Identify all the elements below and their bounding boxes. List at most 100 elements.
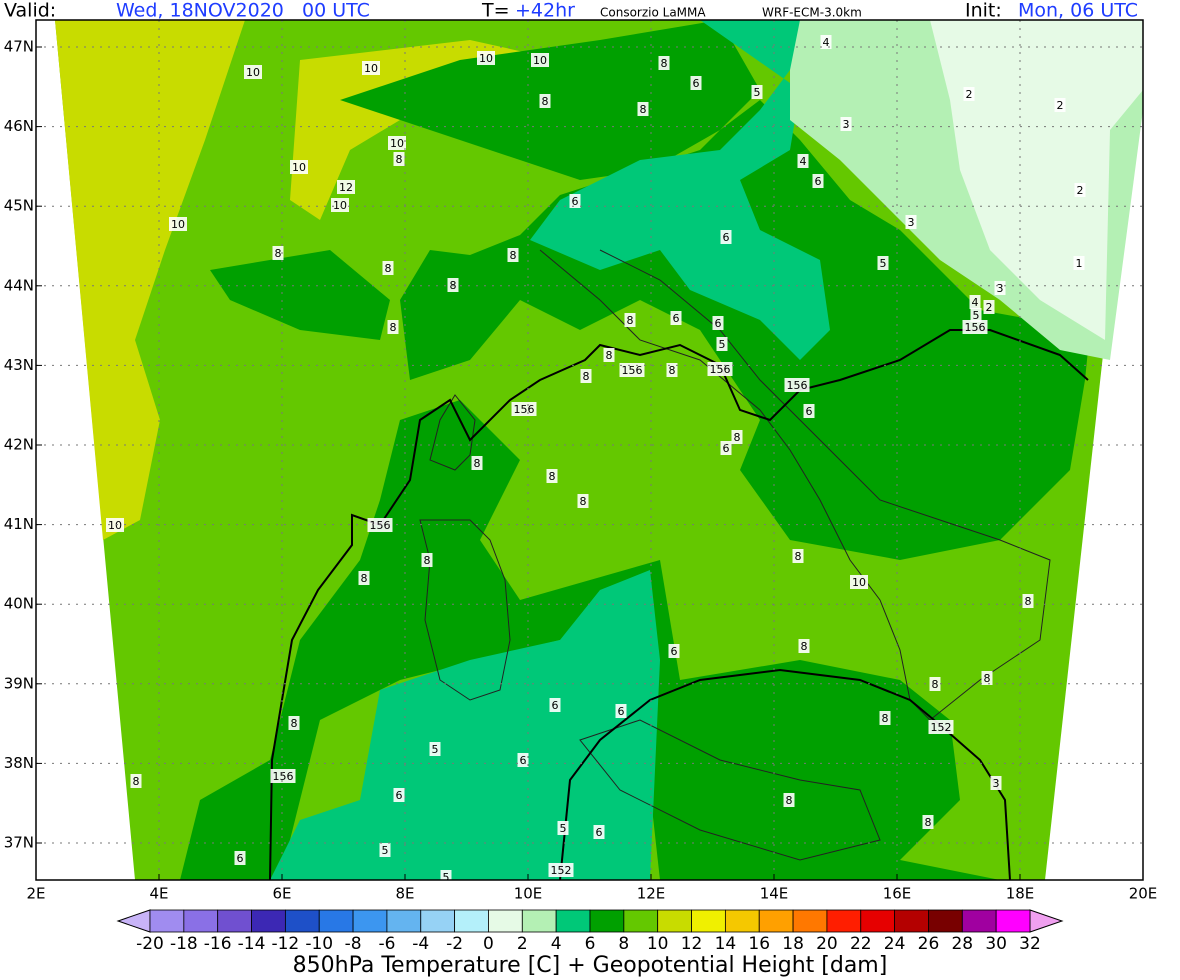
- lat-label: 47N: [4, 38, 34, 56]
- contour-label: 6: [671, 645, 678, 658]
- contour-label-box: [393, 152, 405, 166]
- contour-label: 6: [520, 754, 527, 767]
- lon-label: 16E: [883, 885, 912, 903]
- contour-label-box: [580, 369, 592, 383]
- colorbar-box: [352, 909, 388, 933]
- contour-label-box: [1022, 594, 1034, 608]
- colorbar-box: [724, 909, 760, 933]
- contour-label: 8: [984, 672, 991, 685]
- contour-label: 5: [560, 822, 567, 835]
- contour-label: 3: [908, 216, 915, 229]
- contour-label-box: [270, 769, 296, 783]
- contour-label: 5: [880, 257, 887, 270]
- contour-label: 1: [1076, 257, 1083, 270]
- contour-label-box: [1054, 98, 1066, 112]
- colorbar-tick-label: -16: [204, 934, 232, 954]
- colorbar-tick-label: 14: [715, 934, 737, 954]
- contour-label: 156: [710, 363, 731, 376]
- contour-label: 6: [673, 312, 680, 325]
- colorbar-title: 850hPa Temperature [C] + Geopotential He…: [293, 953, 888, 978]
- contour-label-box: [990, 776, 1002, 790]
- contour-label: 8: [795, 550, 802, 563]
- contour-label-box: [784, 378, 810, 392]
- lon-label: 18E: [1006, 885, 1035, 903]
- contour-label: 8: [801, 640, 808, 653]
- colorbar-tick-label: 10: [647, 934, 669, 954]
- contour-label-box: [983, 300, 995, 314]
- contour-label-box: [707, 362, 733, 376]
- contour-label: 152: [551, 864, 572, 877]
- colorbar-tick-label: 0: [483, 934, 494, 954]
- axes: 47N 46N 45N 44N 43N 42N 41N 40N 39N 38N 37N 2E 4E 6E 8…: [4, 38, 1158, 903]
- colorbar-box: [589, 909, 625, 933]
- contour-label-box: [539, 94, 551, 108]
- lat-label: 42N: [4, 436, 34, 454]
- init-value: Mon, 06 UTC: [1018, 0, 1138, 22]
- contour-label-box: [619, 363, 645, 377]
- contour-label: 156: [273, 770, 294, 783]
- contour-label-box: [549, 698, 561, 712]
- contour-label-box: [994, 281, 1006, 295]
- contour-label-box: [331, 198, 349, 212]
- contour-label: 2: [966, 88, 973, 101]
- contour-label-box: [393, 788, 405, 802]
- contour-label-box: [288, 716, 300, 730]
- colorbar-tick-label: -2: [446, 934, 463, 954]
- contour-label: 6: [237, 852, 244, 865]
- contour-label-box: [429, 742, 441, 756]
- valid-value: Wed, 18NOV2020 00 UTC: [116, 0, 370, 22]
- contour-label-box: [382, 261, 394, 275]
- contour-label: 6: [572, 195, 579, 208]
- contour-label-box: [981, 671, 993, 685]
- colorbar-box: [826, 909, 862, 933]
- colorbar-box: [251, 909, 286, 933]
- contour-label: 4: [823, 36, 830, 49]
- colorbar-under: [116, 909, 151, 933]
- contour-label: 6: [806, 405, 813, 418]
- contour-label-box: [471, 456, 483, 470]
- colorbar-box: [454, 909, 489, 933]
- contour-label-box: [716, 337, 728, 351]
- contour-label-box: [637, 102, 649, 116]
- colorbar-tick-label: 30: [985, 934, 1007, 954]
- colorbar-box: [488, 909, 523, 933]
- contour-label: 8: [882, 712, 889, 725]
- contour-label: 8: [424, 554, 431, 567]
- contour-label-box: [820, 35, 832, 49]
- colorbar-tick-label: 22: [850, 934, 872, 954]
- lat-label: 45N: [4, 197, 34, 215]
- contour-label-box: [1074, 183, 1086, 197]
- contour-label: 6: [723, 231, 730, 244]
- contour-label: 6: [618, 705, 625, 718]
- colorbar-tick-label: -18: [170, 934, 198, 954]
- colorbar-tick-label: -20: [136, 934, 164, 954]
- model: WRF-ECM-3.0km: [762, 6, 862, 20]
- contour-label: 4: [800, 155, 807, 168]
- contour-label: 3: [843, 118, 850, 131]
- colorbar: -20 -18 -16 -14 -12 -10 -8 -6 -4 -2 0 2 4 6 8 10 12 14 16 1…: [116, 909, 1064, 954]
- contour-label-box: [970, 308, 982, 322]
- contour-label-box: [130, 774, 142, 788]
- contour-label: 8: [275, 247, 282, 260]
- colorbar-box: [758, 909, 794, 933]
- lat-label: 39N: [4, 674, 34, 692]
- lead-label: T=: [481, 0, 510, 22]
- colorbar-box: [284, 909, 320, 933]
- contour-label-box: [477, 51, 495, 65]
- contour-label-box: [569, 194, 581, 208]
- colorbar-box: [183, 909, 219, 933]
- contour-label: 8: [580, 495, 587, 508]
- contour-label-box: [751, 85, 763, 99]
- colorbar-tick-label: 26: [918, 934, 940, 954]
- lon-label: 12E: [637, 885, 666, 903]
- coastline: [419, 249, 1051, 861]
- contour-label-box: [803, 404, 815, 418]
- lon-label: 10E: [514, 885, 543, 903]
- contour-label: 8: [474, 457, 481, 470]
- contour-label: 5: [719, 338, 726, 351]
- colorbar-tick-label: 12: [681, 934, 703, 954]
- contour-label: 6: [396, 789, 403, 802]
- colorbar-tick-label: 16: [748, 934, 770, 954]
- colorbar-box: [521, 909, 557, 933]
- valid-label: Valid:: [4, 0, 56, 22]
